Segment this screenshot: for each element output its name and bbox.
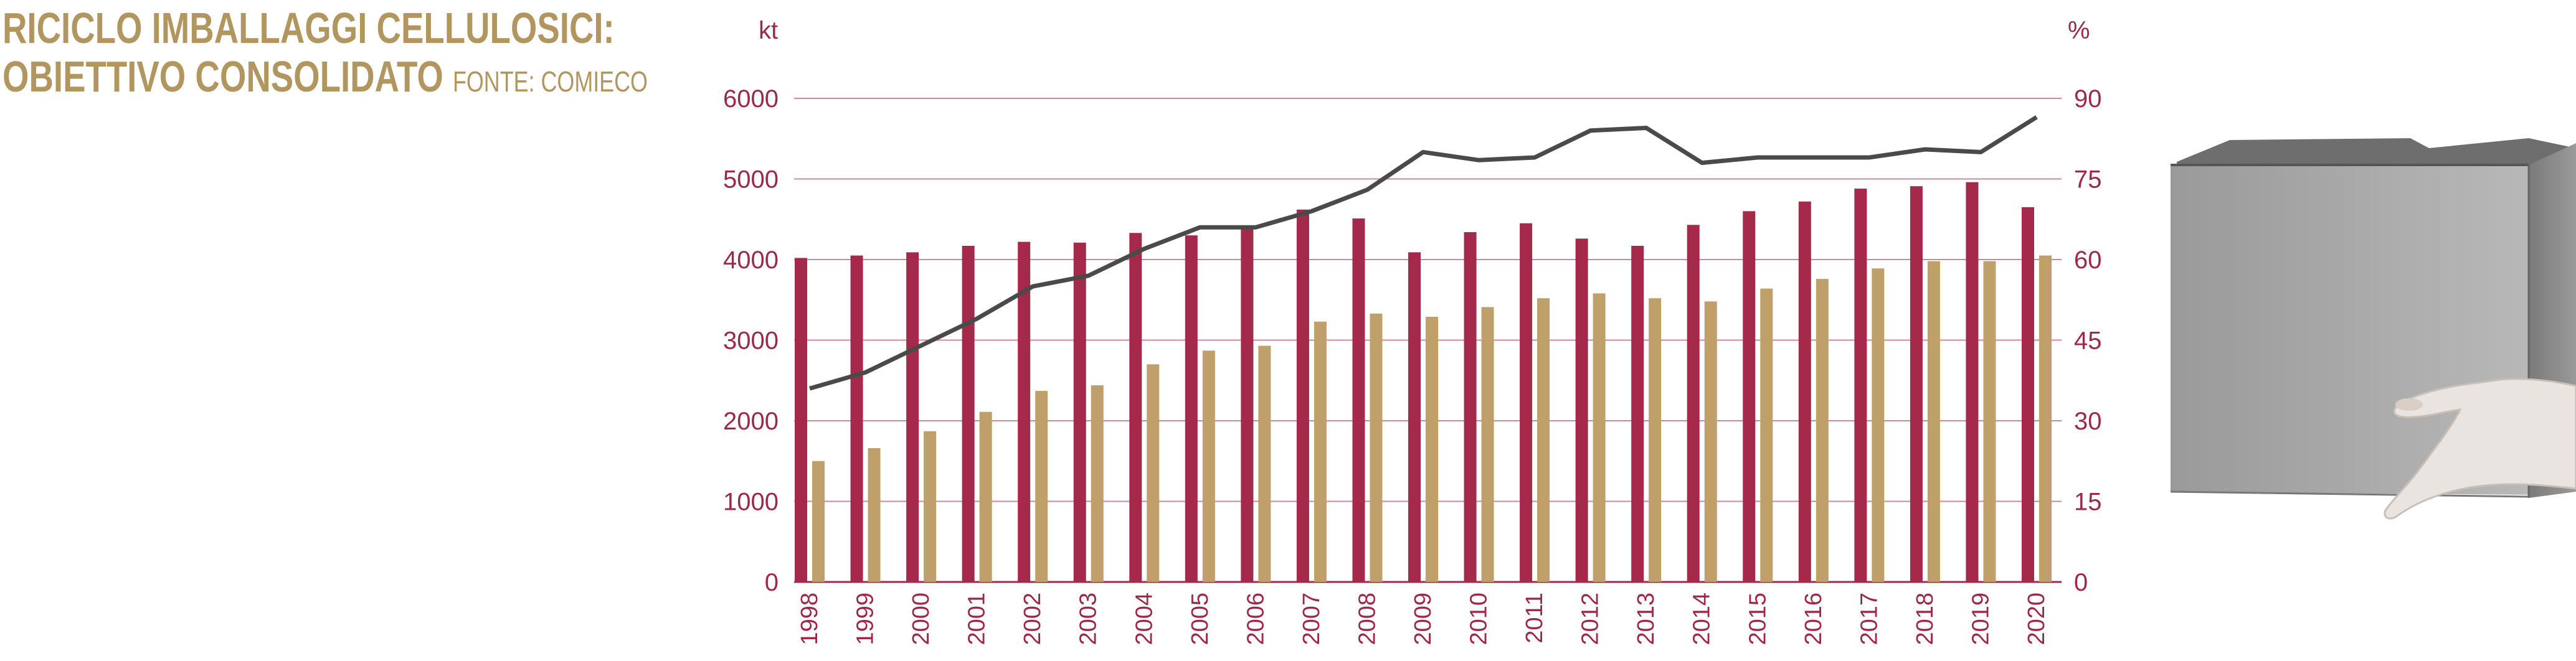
bar-series-2 [979, 411, 992, 582]
x-tick-label: 1999 [853, 593, 879, 645]
bar-series-1 [1966, 182, 1979, 582]
left-tick-label: 6000 [723, 85, 779, 113]
x-tick-label: 2001 [964, 593, 990, 645]
bar-series-2 [1258, 345, 1271, 582]
bar-series-1 [906, 252, 919, 583]
bar-series-1 [1408, 252, 1421, 583]
x-tick-label: 2012 [1578, 593, 1604, 645]
bar-series-1 [1185, 235, 1198, 582]
bar-series [795, 182, 2052, 583]
bar-series-1 [1687, 225, 1700, 582]
x-tick-label: 1998 [797, 593, 823, 645]
right-axis-unit: % [2068, 17, 2090, 44]
x-tick-label: 2002 [1020, 593, 1046, 645]
bar-series-2 [1426, 316, 1438, 582]
bar-series-2 [1983, 261, 1996, 583]
left-tick-label: 5000 [723, 166, 779, 194]
x-tick-label: 2009 [1410, 593, 1436, 645]
x-tick-label: 2003 [1076, 593, 1102, 645]
left-axis-unit: kt [759, 17, 778, 44]
bar-series-2 [1314, 321, 1327, 582]
left-tick-label: 0 [765, 569, 779, 596]
x-tick-label: 2018 [1912, 593, 1938, 645]
x-tick-label: 2005 [1187, 593, 1213, 645]
x-tick-label: 2010 [1466, 593, 1492, 645]
chart-title-text-2: OBIETTIVO CONSOLIDATO [2, 52, 443, 101]
bar-series-2 [1091, 385, 1104, 582]
x-tick-label: 2006 [1243, 593, 1269, 645]
bar-series-2 [1927, 261, 1940, 583]
bar-series-1 [1854, 189, 1867, 582]
bar-series-2 [1202, 350, 1215, 582]
right-tick-label: 90 [2074, 85, 2102, 113]
chart-title-line-2: OBIETTIVO CONSOLIDATO FONTE: COMIECO [2, 52, 648, 106]
x-tick-label: 2008 [1354, 593, 1380, 645]
x-tick-label: 2004 [1131, 593, 1157, 645]
x-tick-label: 2007 [1299, 593, 1325, 645]
bar-series-2 [868, 448, 881, 582]
x-tick-label: 2016 [1801, 593, 1827, 645]
bar-series-1 [1743, 211, 1756, 582]
recycling-rate-line [809, 115, 2038, 391]
x-axis: 1998 1999 2000 2001 2002 2003 2004 2005 2006 2007… [797, 593, 2050, 645]
bar-series-2 [1537, 298, 1550, 582]
x-tick-label: 2020 [2024, 593, 2050, 645]
bar-series-1 [1910, 186, 1923, 582]
bar-series-1 [850, 255, 863, 582]
x-tick-label: 2000 [908, 593, 934, 645]
bar-series-1 [1464, 232, 1477, 583]
bar-series-1 [1241, 226, 1254, 582]
right-tick-label: 75 [2074, 166, 2102, 194]
bar-series-2 [1481, 307, 1494, 582]
left-tick-label: 2000 [723, 408, 779, 435]
bar-series-2 [1649, 298, 1662, 582]
bar-series-2 [812, 461, 825, 582]
bar-series-1 [1129, 233, 1142, 582]
right-tick-label: 60 [2074, 246, 2102, 274]
bar-series-1 [1520, 223, 1533, 583]
bar-series-1 [1631, 245, 1644, 582]
left-tick-label: 3000 [723, 327, 779, 355]
line-series [809, 115, 2038, 391]
bar-series-1 [795, 258, 807, 582]
bar-series-2 [1816, 279, 1829, 582]
bar-series-2 [1593, 293, 1606, 582]
bar-series-1 [1352, 218, 1365, 583]
x-tick-label: 2014 [1689, 593, 1715, 645]
x-tick-label: 2013 [1633, 593, 1659, 645]
bar-series-2 [1035, 391, 1048, 582]
right-tick-label: 45 [2074, 327, 2102, 355]
bar-series-2 [2039, 255, 2052, 582]
bar-series-2 [1370, 313, 1383, 582]
bar-series-1 [1073, 242, 1086, 582]
bar-series-2 [1704, 301, 1717, 582]
x-tick-label: 2015 [1745, 593, 1771, 645]
left-axis: 0 1000 2000 3000 4000 5000 6000 [723, 85, 779, 596]
left-tick-label: 1000 [723, 489, 779, 516]
x-tick-label: 2019 [1968, 593, 1994, 645]
bar-series-1 [2022, 207, 2034, 582]
right-tick-label: 30 [2074, 408, 2102, 435]
bar-series-1 [1798, 201, 1811, 582]
right-tick-label: 0 [2074, 569, 2088, 596]
x-tick-label: 2011 [1522, 593, 1548, 644]
bar-series-2 [1872, 268, 1885, 582]
left-tick-label: 4000 [723, 246, 779, 274]
bar-series-2 [1760, 288, 1773, 582]
bar-series-1 [1018, 241, 1031, 582]
cardboard-box-icon [2170, 138, 2576, 520]
title-block: RICICLO IMBALLAGGI CELLULOSICI: OBIETTIV… [2, 4, 830, 106]
right-axis: 0 15 30 45 60 75 90 [2074, 85, 2102, 596]
bar-series-1 [962, 245, 975, 582]
chart-title-line-1: RICICLO IMBALLAGGI CELLULOSICI: [2, 4, 615, 52]
bar-series-2 [1147, 364, 1160, 582]
bar-series-2 [924, 431, 937, 582]
bar-series-1 [1575, 238, 1588, 583]
bar-series-1 [1296, 209, 1309, 583]
chart-source: FONTE: COMIECO [452, 65, 648, 98]
x-tick-label: 2017 [1856, 593, 1882, 645]
right-tick-label: 15 [2074, 489, 2102, 516]
